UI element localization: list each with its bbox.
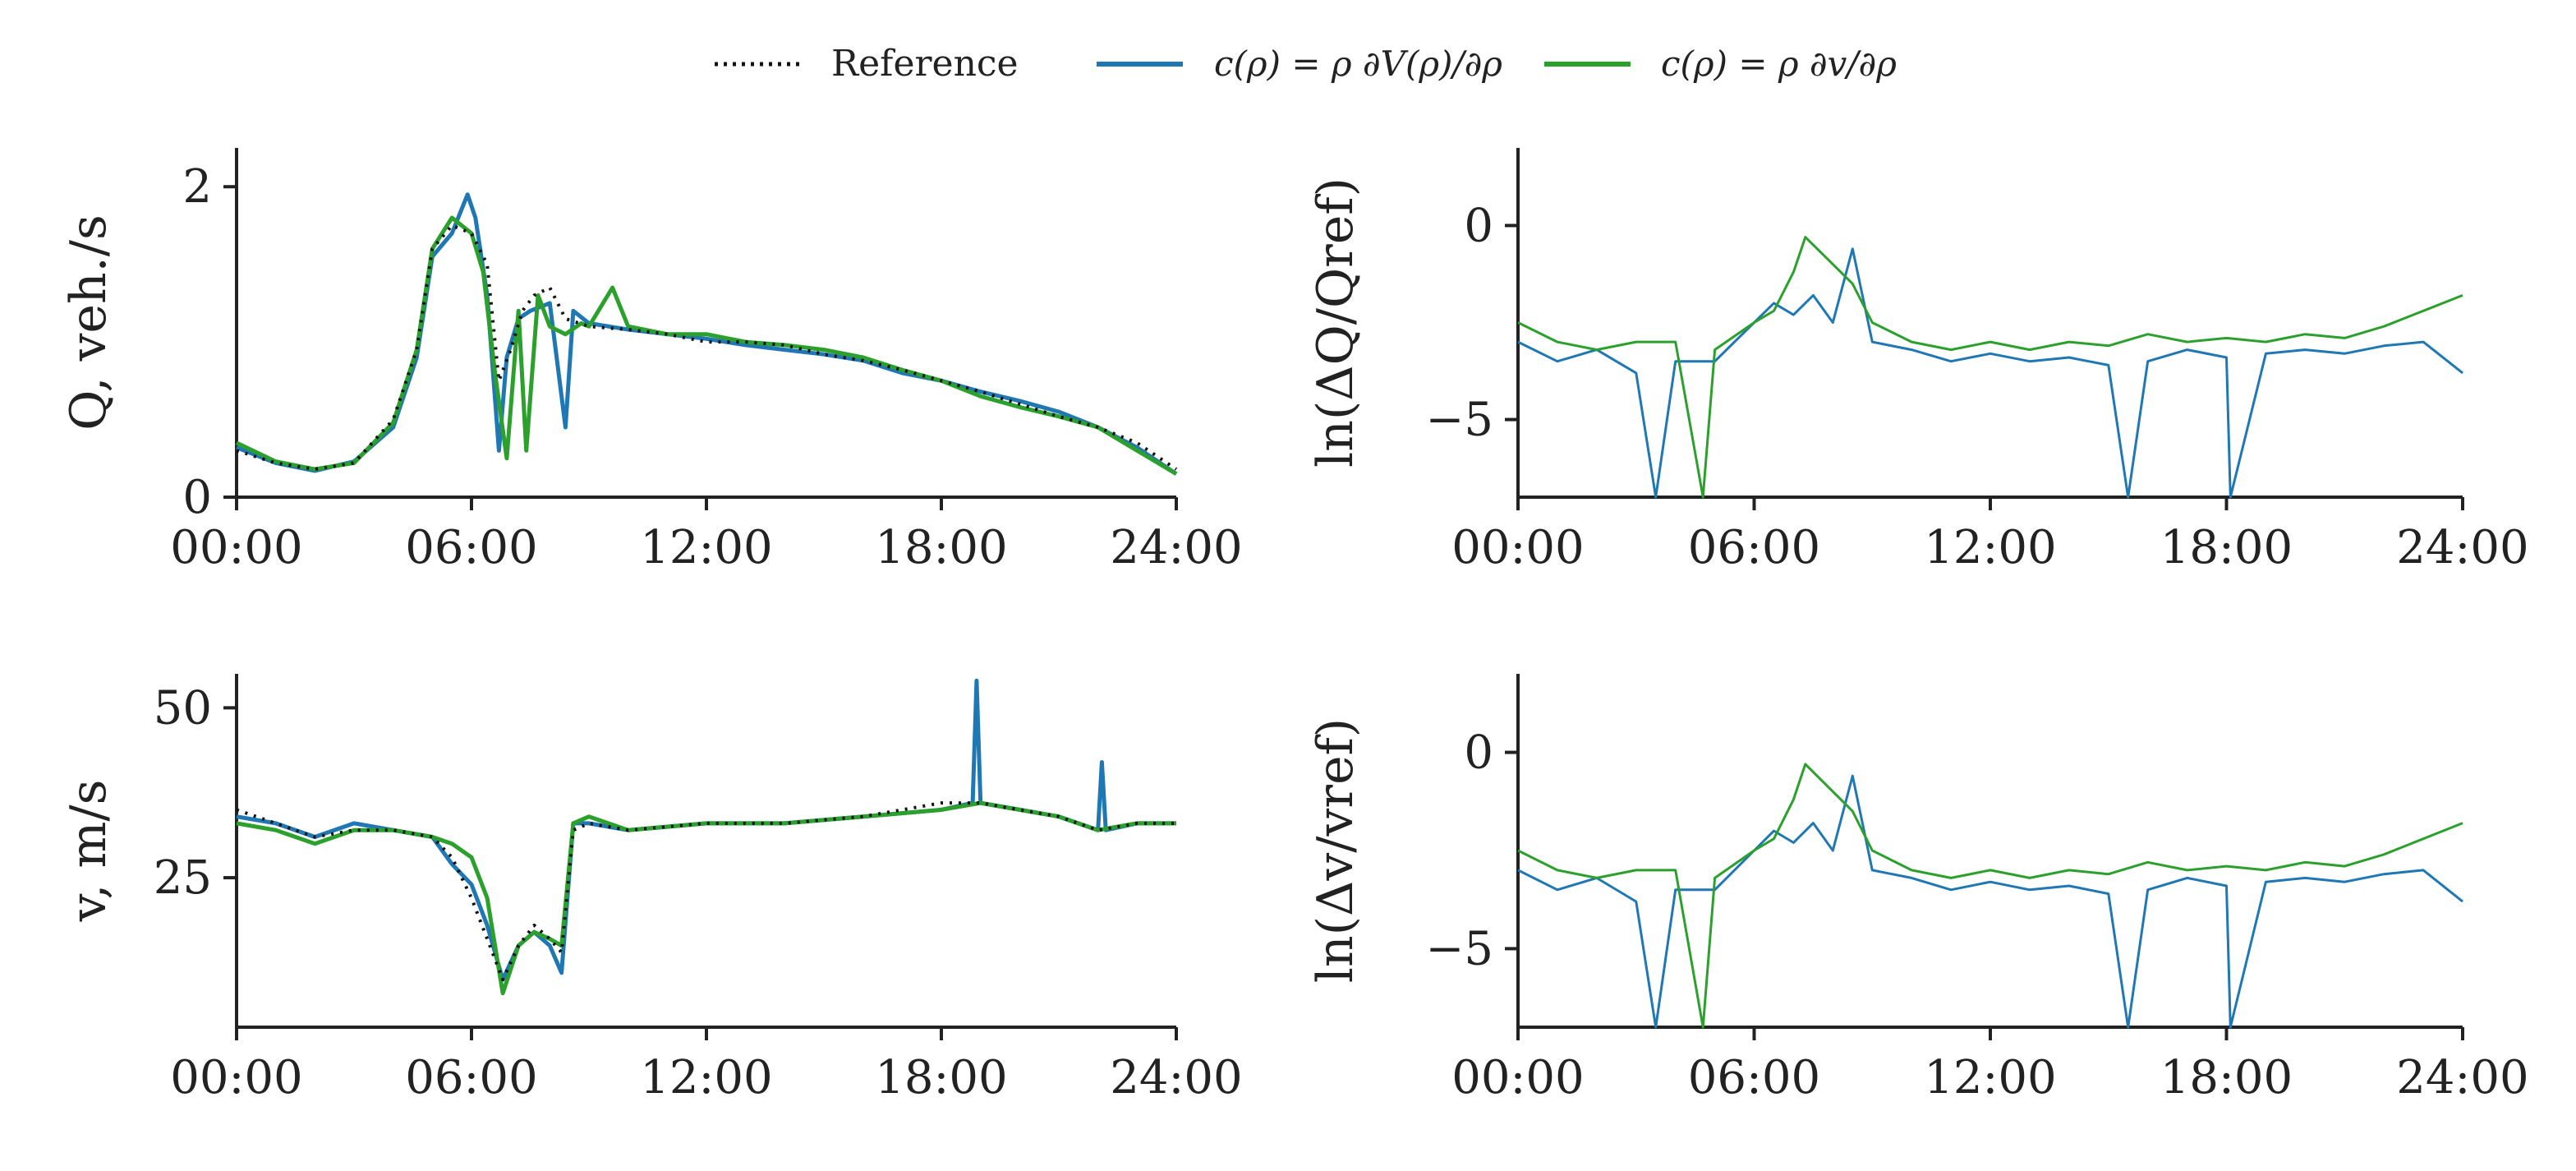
series-line-blue (1517, 247, 2463, 499)
y-axis-label: v, m/s (60, 780, 117, 923)
y-tick-label: 50 (154, 681, 212, 735)
x-tick-label: 06:00 (405, 1051, 537, 1104)
x-tick-label: 24:00 (2396, 521, 2528, 574)
y-tick-label: 0 (182, 471, 212, 524)
y-axis-label: ln(Δv/vref) (1307, 718, 1364, 983)
x-tick-label: 06:00 (1688, 1051, 1820, 1104)
y-tick-label: −5 (1425, 922, 1493, 975)
x-tick-label: 18:00 (2160, 1051, 2293, 1104)
x-tick-label: 00:00 (170, 521, 302, 574)
x-tick-label: 18:00 (875, 521, 1007, 574)
x-tick-label: 12:00 (640, 521, 772, 574)
speed-error-chart: 00:00 06:00 12:00 18:00 24:00 0 −5 ln(Δv/vref) (1307, 674, 2529, 1104)
legend: Reference c(ρ) = ρ ∂V(ρ)/∂ρ c(ρ) = ρ ∂v/… (715, 43, 1897, 85)
legend-label-reference: Reference (831, 43, 1019, 85)
x-tick-label: 06:00 (1688, 521, 1820, 574)
x-tick-label: 00:00 (1451, 521, 1584, 574)
series-line-reference (236, 801, 1176, 982)
x-tick-label: 12:00 (1924, 1051, 2056, 1104)
flow-chart: 00:00 06:00 12:00 18:00 24:00 0 2 Q, veh./s (60, 148, 1243, 574)
flow-error-chart: 00:00 06:00 12:00 18:00 24:00 0 −5 ln(ΔQ/Qref) (1307, 148, 2529, 574)
legend-label-green: c(ρ) = ρ ∂v/∂ρ (1661, 44, 1897, 84)
x-tick-label: 24:00 (1110, 1051, 1242, 1104)
y-tick-label: 25 (154, 851, 212, 905)
x-tick-label: 06:00 (405, 521, 537, 574)
y-axis-label: ln(ΔQ/Qref) (1307, 177, 1364, 468)
x-tick-label: 00:00 (1451, 1051, 1584, 1104)
series-line-green (1517, 236, 2463, 499)
series-line-green (1517, 763, 2463, 1029)
series-line-blue (1517, 774, 2463, 1029)
x-tick-label: 24:00 (1110, 521, 1242, 574)
x-tick-label: 18:00 (875, 1051, 1007, 1104)
x-tick-label: 12:00 (640, 1051, 772, 1104)
x-tick-label: 18:00 (2160, 521, 2293, 574)
y-tick-label: −5 (1425, 394, 1493, 447)
x-tick-label: 00:00 (170, 1051, 302, 1104)
legend-label-blue: c(ρ) = ρ ∂V(ρ)/∂ρ (1214, 44, 1502, 84)
x-tick-label: 24:00 (2396, 1051, 2528, 1104)
y-tick-label: 2 (182, 160, 212, 214)
series-line-green (235, 215, 1178, 476)
y-tick-label: 0 (1464, 726, 1493, 780)
x-tick-label: 12:00 (1924, 521, 2056, 574)
series-line-reference (236, 224, 1178, 471)
speed-chart: 00:00 06:00 12:00 18:00 24:00 25 50 v, m/s (60, 674, 1243, 1104)
y-axis-label: Q, veh./s (60, 214, 117, 430)
y-tick-label: 0 (1464, 199, 1493, 252)
